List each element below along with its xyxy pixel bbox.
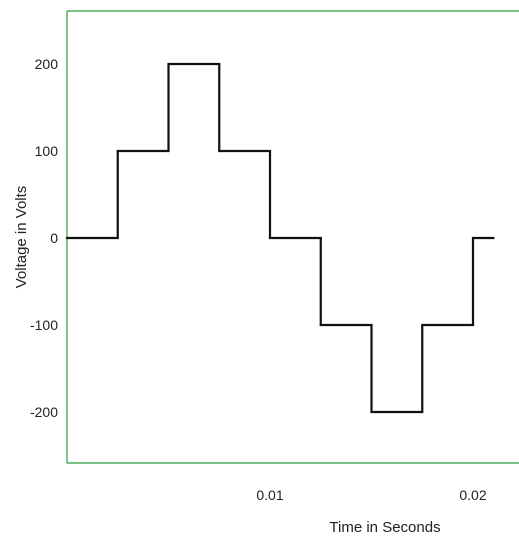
x-tick-label-1: 0.02 bbox=[459, 487, 486, 503]
x-tick-label-0: 0.01 bbox=[256, 487, 283, 503]
y-tick-label-1: 100 bbox=[35, 143, 59, 159]
y-tick-label-2: 0 bbox=[50, 230, 58, 246]
y-axis-title: Voltage in Volts bbox=[13, 186, 30, 289]
y-tick-label-3: -100 bbox=[30, 317, 58, 333]
y-tick-label-4: -200 bbox=[30, 404, 58, 420]
x-axis-title: Time in Seconds bbox=[329, 519, 440, 536]
y-tick-label-0: 200 bbox=[35, 56, 59, 72]
